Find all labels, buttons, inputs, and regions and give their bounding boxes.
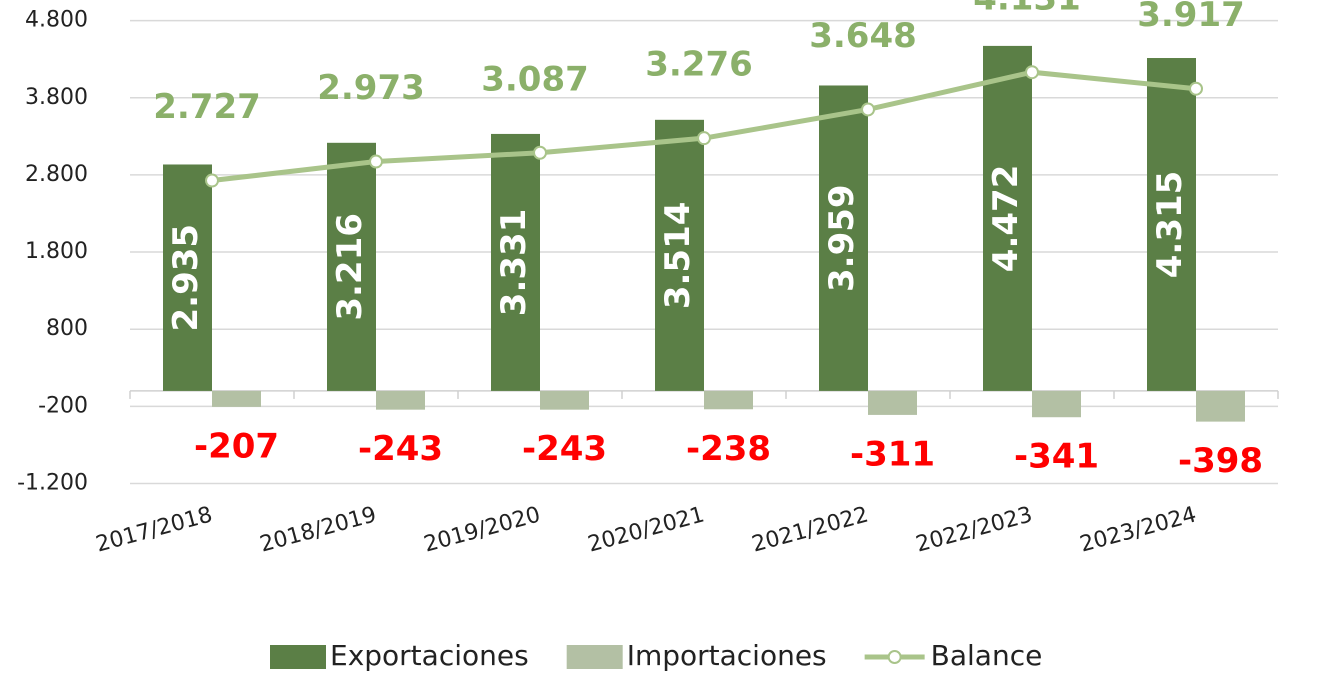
bar — [212, 390, 261, 407]
line-marker — [861, 102, 875, 117]
y-tick-label: 4.800 — [25, 8, 88, 33]
x-tick-label: 2021/2022 — [749, 502, 871, 557]
x-tick-label: 2019/2020 — [421, 502, 543, 557]
data-label: -243 — [522, 429, 607, 469]
bar — [327, 142, 376, 391]
data-label: -398 — [1178, 441, 1263, 481]
line-marker — [697, 131, 711, 146]
data-label: -238 — [686, 429, 771, 469]
data-label: 2.973 — [317, 68, 425, 108]
bar — [1032, 390, 1081, 418]
data-label: -243 — [358, 429, 443, 469]
data-label: 3.514 — [658, 202, 698, 310]
y-tick-label: 2.800 — [25, 162, 88, 187]
data-label: 3.959 — [822, 184, 862, 292]
data-label: -341 — [1014, 437, 1099, 477]
bar — [540, 390, 589, 410]
bar — [1196, 390, 1245, 422]
bar — [376, 390, 425, 410]
line-marker — [1025, 65, 1039, 80]
x-tick-label: 2017/2018 — [93, 502, 215, 557]
legend-label: Exportaciones — [330, 639, 529, 672]
y-tick-label: -1.200 — [17, 471, 88, 496]
line-marker — [205, 173, 219, 188]
data-label: 3.917 — [1137, 0, 1245, 35]
data-label: 4.315 — [1150, 171, 1190, 279]
legend-label: Importaciones — [627, 639, 827, 672]
bar — [163, 164, 212, 391]
x-tick-label: 2022/2023 — [913, 502, 1035, 557]
data-label: 2.935 — [166, 224, 206, 332]
legend-label: Balance — [931, 639, 1043, 672]
bar — [1147, 58, 1196, 391]
x-tick-label: 2020/2021 — [585, 502, 707, 557]
data-label: 3.648 — [809, 16, 917, 56]
y-tick-label: 3.800 — [25, 85, 88, 110]
y-tick-label: 800 — [46, 316, 88, 341]
data-label: 3.087 — [481, 59, 589, 99]
bar — [868, 390, 917, 415]
data-label: 3.276 — [645, 45, 753, 85]
bar — [983, 45, 1032, 391]
data-label: 4.131 — [973, 0, 1081, 19]
legend-swatch — [270, 645, 326, 669]
x-tick-label: 2018/2019 — [257, 502, 379, 557]
legend-swatch — [566, 645, 623, 669]
legend-marker — [887, 650, 902, 664]
bar — [819, 85, 868, 391]
bar — [655, 119, 704, 391]
bar — [704, 390, 753, 410]
data-label: -311 — [850, 434, 935, 474]
data-label: 3.216 — [330, 213, 370, 321]
y-tick-label: -200 — [38, 393, 88, 418]
y-tick-label: 1.800 — [25, 239, 88, 264]
line-marker — [369, 154, 383, 169]
data-label: 3.331 — [494, 209, 534, 317]
line-marker — [533, 145, 547, 160]
data-label: 2.727 — [153, 87, 261, 127]
data-label: -207 — [194, 426, 279, 466]
line-marker — [1189, 81, 1203, 96]
bar — [491, 133, 540, 391]
data-label: 4.472 — [986, 165, 1026, 273]
x-tick-label: 2023/2024 — [1077, 502, 1199, 557]
